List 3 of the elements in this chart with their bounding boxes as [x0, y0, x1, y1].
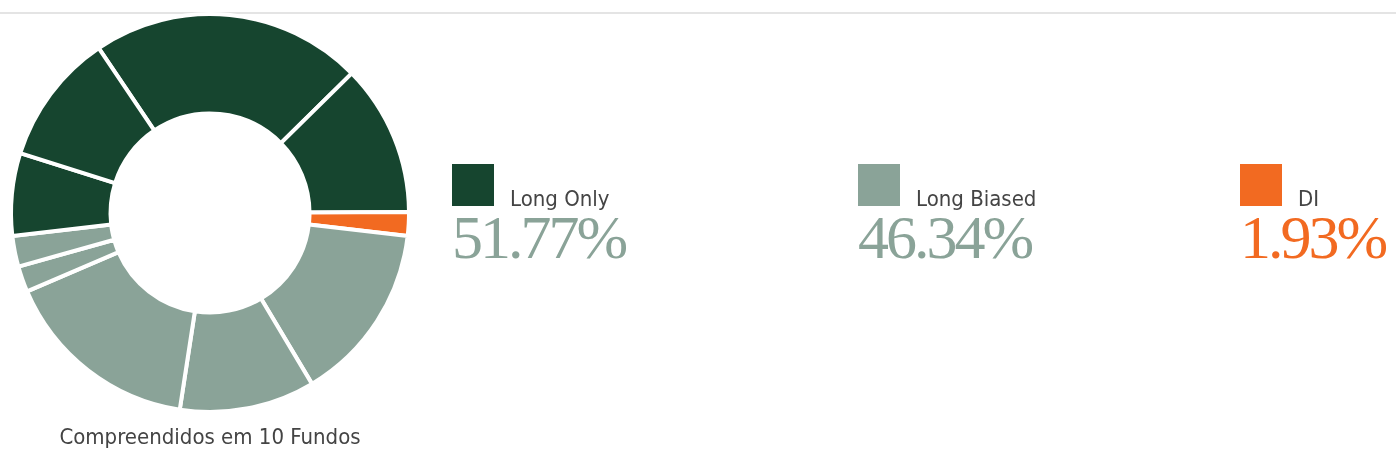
text: Compreendidos em 10 Fundos: [58, 424, 362, 449]
text: Long Biased: [916, 186, 1037, 211]
text: Long Only: [510, 186, 610, 211]
